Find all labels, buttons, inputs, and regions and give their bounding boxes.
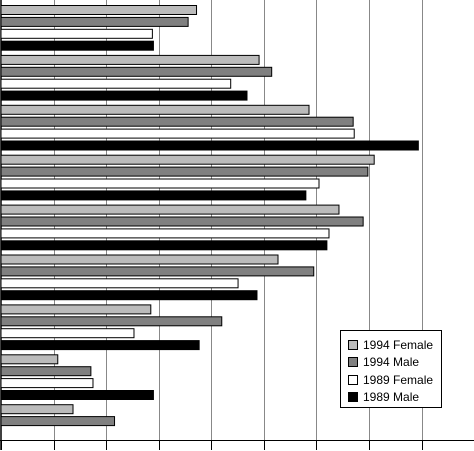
- legend-item: 1989 Male: [348, 389, 437, 407]
- legend-label: 1994 Male: [363, 355, 420, 370]
- bar-1989-male: [0, 290, 258, 301]
- legend-label: 1989 Female: [363, 372, 434, 387]
- bar-1989-male: [0, 90, 248, 101]
- legend-item: 1994 Female: [348, 336, 437, 354]
- bar-1994-female: [0, 154, 375, 165]
- bar-1989-male: [0, 140, 419, 151]
- bar-1989-female: [0, 78, 232, 89]
- bar-1989-male: [0, 40, 154, 51]
- bar-1989-female: [0, 328, 135, 339]
- bar-1994-female: [0, 304, 152, 315]
- bar-1994-male: [0, 366, 92, 377]
- bar-1994-female: [0, 404, 74, 415]
- legend-item: 1989 Female: [348, 371, 437, 389]
- bar-1989-female: [0, 128, 355, 139]
- bar-1994-male: [0, 66, 273, 77]
- bar-1994-female: [0, 54, 260, 65]
- bar-1989-female: [0, 178, 320, 189]
- bar-1994-male: [0, 416, 116, 427]
- bar-1989-female: [0, 228, 330, 239]
- bar-1994-male: [0, 216, 364, 227]
- legend-swatch: [348, 339, 358, 350]
- bar-1989-female: [0, 28, 153, 39]
- bar-1994-female: [0, 254, 279, 265]
- bar-1994-male: [0, 316, 223, 327]
- bar-1994-female: [0, 5, 198, 15]
- bar-1994-female: [0, 354, 59, 365]
- bar-1989-female: [0, 278, 239, 289]
- bar-1994-female: [0, 204, 340, 215]
- bar-1994-female: [0, 104, 310, 115]
- bar-1989-male: [0, 190, 307, 201]
- bar-1989-male: [0, 240, 328, 251]
- bar-1994-male: [0, 116, 354, 127]
- bar-1994-male: [0, 266, 315, 277]
- legend-item: 1994 Male: [348, 354, 437, 372]
- chart-legend: 1994 Female 1994 Male 1989 Female 1989 Male: [340, 330, 442, 408]
- legend-label: 1989 Male: [363, 390, 420, 405]
- bar-1994-male: [0, 166, 369, 177]
- legend-label: 1994 Female: [363, 337, 434, 352]
- bar-1989-male: [0, 340, 200, 351]
- bar-1989-male: [0, 390, 154, 400]
- bar-1989-female: [0, 378, 94, 389]
- bar-1994-male: [0, 16, 189, 27]
- legend-swatch: [348, 357, 358, 368]
- legend-swatch: [348, 392, 358, 403]
- legend-swatch: [348, 374, 358, 385]
